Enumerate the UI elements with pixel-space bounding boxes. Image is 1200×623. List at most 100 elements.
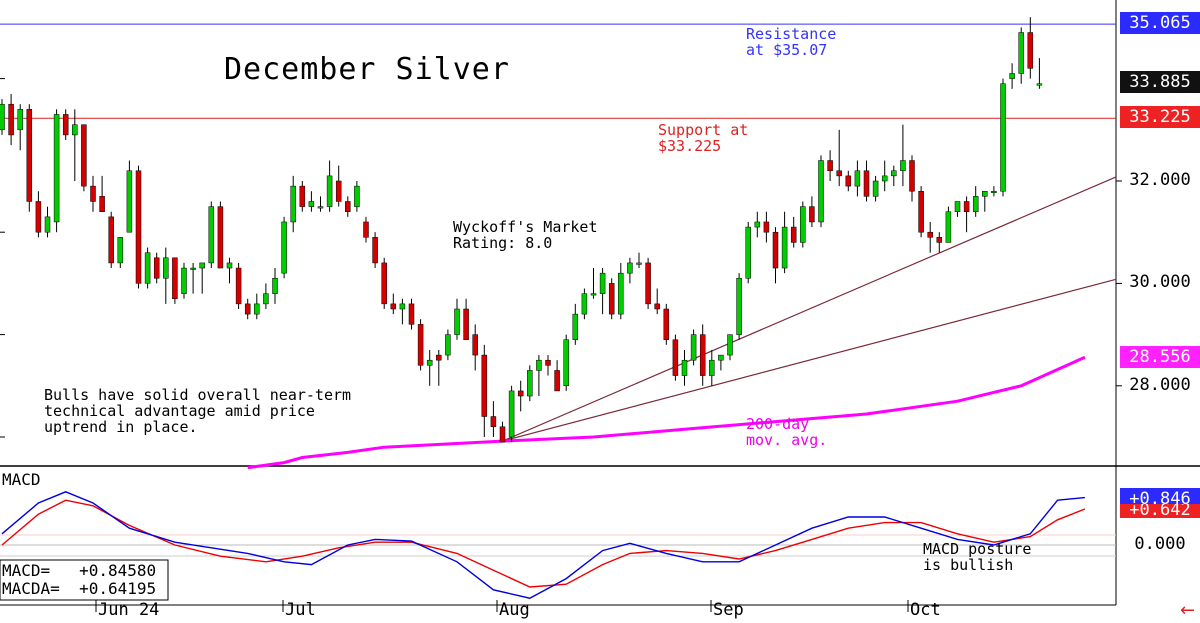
candle-down bbox=[545, 359, 551, 366]
candle-down bbox=[909, 160, 915, 192]
macd-posture-annotation: MACD posture is bullish bbox=[923, 540, 1032, 574]
candle-up bbox=[599, 272, 606, 294]
candle-up bbox=[317, 206, 324, 209]
candle-up bbox=[854, 170, 861, 187]
candle-up bbox=[881, 175, 888, 182]
macd-readout-box bbox=[0, 559, 169, 601]
macd-label-zero: 0.000 bbox=[1134, 534, 1186, 554]
month-label-aug: Aug bbox=[499, 600, 530, 620]
y-label-last: 33.885 bbox=[1120, 71, 1200, 93]
candle-down bbox=[672, 339, 679, 376]
macd-label-signal: +0.642 bbox=[1120, 504, 1200, 518]
candle-up bbox=[709, 359, 715, 376]
candle-down bbox=[372, 237, 378, 264]
candle-down bbox=[81, 124, 87, 187]
candle-down bbox=[499, 426, 506, 443]
candle-down bbox=[790, 226, 797, 243]
candle-down bbox=[827, 160, 833, 172]
candle-up bbox=[1009, 73, 1015, 79]
candle-down bbox=[936, 237, 943, 243]
candle-up bbox=[226, 262, 233, 269]
candle-down bbox=[381, 262, 387, 305]
candle-down bbox=[554, 370, 560, 392]
macd-line bbox=[1, 491, 1085, 599]
candle-down bbox=[99, 196, 105, 212]
candle-up bbox=[745, 226, 751, 279]
candle-down bbox=[490, 416, 497, 428]
candle-up bbox=[1036, 83, 1043, 86]
candle-down bbox=[26, 109, 33, 202]
month-label-oct: Oct bbox=[910, 600, 941, 620]
candle-up bbox=[354, 185, 360, 207]
candle-down bbox=[763, 221, 770, 233]
candle-up bbox=[0, 103, 5, 131]
candle-down bbox=[608, 283, 615, 315]
candle-up bbox=[618, 272, 624, 315]
candle-down bbox=[481, 354, 488, 417]
macd-signal-line bbox=[1, 499, 1086, 588]
macd-label: MACD bbox=[2, 470, 41, 489]
candle-up bbox=[982, 190, 988, 197]
macd-readout: MACD= +0.84580 bbox=[2, 561, 157, 580]
candle-up bbox=[126, 170, 133, 233]
candle-down bbox=[863, 170, 870, 197]
candle-up bbox=[900, 160, 906, 172]
chart-title: December Silver bbox=[224, 52, 510, 87]
candle-up bbox=[954, 201, 961, 212]
y-label-resistance: 35.065 bbox=[1120, 12, 1200, 34]
candle-up bbox=[117, 237, 124, 264]
candle-down bbox=[363, 221, 369, 238]
candle-down bbox=[927, 231, 933, 238]
candle-up bbox=[681, 359, 688, 376]
candle-up bbox=[754, 221, 761, 228]
month-label-jun: Jun 24 bbox=[98, 600, 160, 620]
candle-up bbox=[636, 262, 642, 265]
candle-up bbox=[508, 390, 515, 438]
candle-up bbox=[690, 334, 697, 361]
candle-up bbox=[891, 170, 897, 177]
candle-down bbox=[845, 175, 852, 187]
candle-down bbox=[90, 185, 96, 202]
trendline-1 bbox=[502, 176, 1117, 442]
candle-down bbox=[663, 308, 670, 340]
candle-down bbox=[836, 170, 842, 177]
candle-up bbox=[254, 303, 260, 315]
back-arrow-icon[interactable]: ← bbox=[1180, 600, 1196, 621]
candle-up bbox=[800, 206, 806, 243]
candle-up bbox=[818, 160, 824, 223]
y-label-ma200: 28.556 bbox=[1120, 346, 1200, 368]
candle-up bbox=[872, 180, 879, 197]
candle-up bbox=[163, 257, 169, 279]
candle-down bbox=[1027, 32, 1034, 69]
candle-up bbox=[199, 262, 205, 269]
candle-up bbox=[590, 293, 597, 296]
trendline-2 bbox=[502, 278, 1117, 442]
candle-up bbox=[17, 109, 23, 131]
candle-down bbox=[244, 303, 251, 315]
candle-up bbox=[399, 303, 406, 310]
month-label-sep: Sep bbox=[713, 600, 744, 620]
candle-up bbox=[44, 216, 51, 233]
candle-up bbox=[991, 190, 997, 193]
candle-down bbox=[235, 267, 242, 305]
candle-down bbox=[135, 170, 142, 284]
candle-up bbox=[718, 354, 724, 361]
y-label-support: 33.225 bbox=[1120, 106, 1200, 128]
candle-up bbox=[536, 359, 542, 371]
candle-down bbox=[772, 231, 779, 269]
candle-up bbox=[1000, 83, 1006, 192]
candle-down bbox=[918, 190, 924, 233]
candle-down bbox=[108, 216, 114, 264]
candle-up bbox=[144, 252, 151, 284]
candle-up bbox=[445, 334, 451, 356]
candle-down bbox=[390, 303, 397, 310]
candle-up bbox=[290, 185, 296, 223]
rating-annotation: Wyckoff's Market Rating: 8.0 bbox=[453, 218, 598, 252]
candle-down bbox=[472, 334, 478, 356]
macda-readout: MACDA= +0.64195 bbox=[2, 579, 157, 598]
candle-up bbox=[727, 334, 733, 356]
candle-up bbox=[972, 196, 979, 212]
candle-down bbox=[335, 180, 342, 202]
candle-down bbox=[417, 324, 424, 366]
